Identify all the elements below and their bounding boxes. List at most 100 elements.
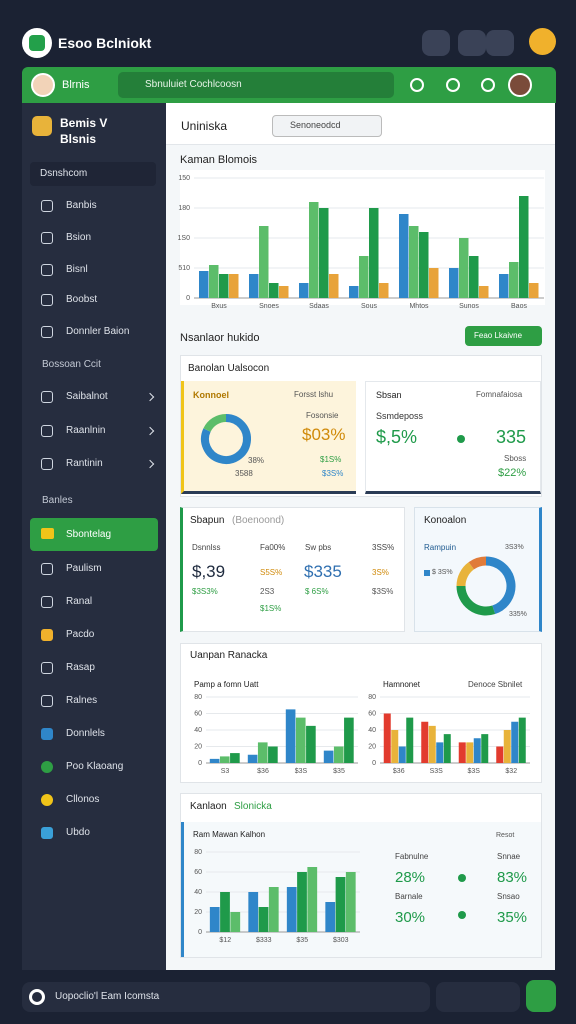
chart-title: Kaman Blomois — [180, 154, 258, 166]
nav-icon — [41, 528, 54, 539]
stat-label: Fabnulne — [395, 852, 429, 861]
nav-item[interactable]: Sbontelag — [66, 529, 112, 540]
nav-icon — [41, 563, 53, 575]
nav-item[interactable]: Ubdo — [66, 827, 90, 838]
nav-icon — [41, 232, 53, 244]
avatar — [508, 73, 532, 97]
metric: $03% — [302, 425, 346, 444]
card-note: Rampuin — [424, 543, 457, 552]
nav-icon — [41, 761, 53, 773]
metric-small: 2S3 — [260, 587, 275, 596]
inner — [181, 822, 541, 957]
nav-icon — [41, 827, 53, 839]
top-icon[interactable] — [422, 30, 450, 56]
card-title: Konnoel — [193, 390, 229, 400]
logo-mark — [29, 35, 45, 51]
top-icon[interactable] — [486, 30, 514, 56]
header-icon[interactable] — [481, 78, 495, 92]
nav-item[interactable]: Bisnl — [66, 264, 88, 275]
app-title: Esoo Bclniokt — [58, 35, 152, 51]
nav-item[interactable]: Cllonos — [66, 794, 100, 805]
nav-icon — [41, 458, 53, 470]
avatar — [31, 73, 55, 97]
nav-icon — [41, 200, 53, 212]
chart-title: Hamnonet — [383, 680, 420, 689]
nav-icon — [41, 596, 53, 608]
metric: $,5% — [376, 427, 418, 447]
nav-item[interactable]: Bsion — [66, 232, 92, 243]
metric-small: $1S% — [320, 455, 342, 464]
nav-icon — [41, 629, 53, 641]
nav-icon — [41, 294, 53, 306]
top-icon[interactable] — [458, 30, 486, 56]
card-note: Sboss — [504, 454, 527, 463]
nav-item[interactable]: Poo Klaoang — [66, 761, 124, 772]
nav-icon — [41, 695, 53, 707]
card-note: Dsnnlss — [192, 543, 221, 552]
stat-value: 83% — [497, 869, 528, 886]
card-note: 3SS% — [372, 543, 395, 552]
nav-icon — [41, 264, 53, 276]
dropdown-text[interactable]: Senoneodcd — [290, 120, 341, 130]
card-title: Sbsan — [376, 390, 402, 400]
nav-item[interactable]: Pacdo — [66, 629, 95, 640]
card-title: Sbapun — [190, 515, 225, 526]
metric: $,39 — [192, 562, 226, 581]
chart-title: Pamp a fomn Uatt — [194, 680, 259, 689]
nav-item[interactable]: Donnlels — [66, 728, 105, 739]
card — [365, 381, 541, 494]
nav-item[interactable]: Ranal — [66, 596, 93, 607]
nav-icon — [41, 794, 53, 806]
nav-item[interactable]: Saibalnot — [66, 391, 108, 402]
header-icon[interactable] — [446, 78, 460, 92]
profile-badge[interactable] — [529, 28, 556, 55]
section-title: Nsanlaor hukido — [180, 332, 260, 344]
nav-icon — [41, 391, 53, 403]
nav-item[interactable]: Boobst — [66, 294, 98, 305]
stat-label: Snnae — [497, 852, 521, 861]
nav-icon — [41, 425, 53, 437]
footer-search[interactable] — [22, 982, 430, 1012]
card-note: Ssmdeposs — [376, 411, 424, 421]
footer-actions[interactable] — [436, 982, 520, 1012]
page-title: Uniniska — [181, 119, 228, 133]
metric: 335 — [496, 427, 527, 447]
legend-swatch — [424, 570, 430, 576]
chart-title: Ram Mawan Kalhon — [193, 830, 266, 839]
chart-card — [180, 170, 545, 305]
dropdown[interactable] — [272, 115, 382, 137]
button-label[interactable]: Feao Lkaivne — [474, 331, 523, 340]
metric-small: $3S% — [372, 587, 394, 596]
dot — [458, 911, 466, 919]
footer-button[interactable] — [526, 980, 556, 1012]
nav-item[interactable]: Rasap — [66, 662, 95, 673]
panel — [180, 643, 542, 783]
card — [180, 507, 405, 632]
dot — [458, 874, 466, 882]
nav-top[interactable] — [30, 162, 156, 186]
chart-note: Denoce Sbnilet — [468, 680, 523, 689]
stat-value: 28% — [395, 869, 426, 886]
nav-item[interactable]: Paulism — [66, 563, 102, 574]
nav-item[interactable]: Ralnes — [66, 695, 98, 706]
nav-item[interactable]: Raanlnin — [66, 425, 106, 436]
metric-small: 3588 — [235, 469, 253, 478]
header-icon[interactable] — [410, 78, 424, 92]
panel-title: Slonicka — [234, 801, 272, 812]
stat-label: Barnale — [395, 892, 423, 901]
button[interactable] — [465, 326, 542, 346]
search-box[interactable] — [118, 72, 394, 98]
metric-small: 335% — [509, 611, 527, 618]
nav-item[interactable]: Dsnshcom — [40, 168, 88, 179]
nav-section: Banles — [42, 495, 73, 506]
nav-section: Bossoan Ccit — [42, 359, 101, 370]
footer-search-text[interactable]: Uopoclio'l Eam Icomsta — [55, 991, 160, 1002]
nav-item[interactable]: Donnler Baion — [66, 326, 130, 337]
panel-title: Banolan Ualsocon — [188, 363, 270, 374]
metric-small: $22% — [498, 467, 527, 479]
metric-small: $1S% — [260, 604, 282, 613]
nav-item[interactable]: Banbis — [66, 200, 97, 211]
card-tag: (Boenoond) — [232, 515, 285, 526]
nav-item[interactable]: Rantinin — [66, 458, 103, 469]
metric-small: S5S% — [260, 568, 283, 577]
